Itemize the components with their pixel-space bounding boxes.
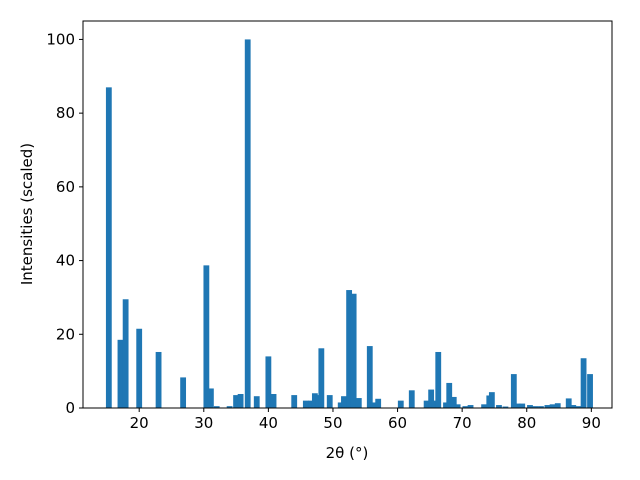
bar (544, 405, 551, 408)
x-tick-label: 20 (130, 414, 149, 432)
bar (450, 396, 457, 408)
bar (122, 299, 129, 408)
bar (311, 393, 318, 408)
x-tick-label: 30 (194, 414, 213, 432)
x-tick-label: 90 (582, 414, 601, 432)
bar (270, 393, 277, 408)
x-tick-label: 70 (453, 414, 472, 432)
bar (366, 346, 373, 408)
y-tick-label: 0 (65, 399, 75, 417)
bar (587, 374, 593, 408)
bar (554, 403, 561, 408)
bar (233, 395, 239, 408)
bar (213, 406, 220, 408)
bar (570, 405, 577, 408)
bar (105, 87, 112, 408)
x-tick-label: 40 (259, 414, 278, 432)
x-tick-label: 80 (517, 414, 536, 432)
bar (481, 404, 488, 408)
bar (355, 398, 362, 408)
bar (532, 406, 539, 408)
bar (370, 402, 376, 408)
bar (226, 406, 233, 408)
y-tick-label: 40 (56, 252, 75, 270)
bar (375, 398, 382, 408)
bar (265, 356, 272, 408)
y-tick-label: 60 (56, 178, 75, 196)
bar (203, 265, 210, 408)
y-tick-label: 100 (46, 30, 75, 48)
bar (302, 400, 309, 408)
bar (397, 400, 404, 408)
bar (346, 290, 353, 408)
bar (580, 358, 587, 408)
bar (253, 396, 260, 408)
bar (527, 405, 533, 408)
bar (549, 404, 556, 408)
bar (291, 395, 298, 408)
bar (443, 402, 449, 408)
bar (428, 389, 435, 408)
bar (318, 348, 325, 408)
bar (467, 405, 474, 408)
bar (502, 406, 509, 408)
y-tick-label: 80 (56, 104, 75, 122)
bar (514, 403, 521, 408)
bar (538, 406, 544, 408)
bar (350, 293, 357, 408)
bar (446, 382, 453, 408)
bar (454, 404, 461, 408)
bar (431, 400, 438, 408)
bar (575, 406, 582, 408)
bar (244, 39, 251, 409)
x-axis-label: 2θ (°) (326, 444, 369, 462)
bar (237, 393, 244, 408)
bar (308, 400, 314, 408)
bar (519, 403, 526, 408)
bar (155, 351, 162, 408)
bar (326, 395, 333, 408)
y-axis-label: Intensities (scaled) (18, 143, 36, 285)
bar (488, 392, 495, 408)
bar (117, 339, 124, 408)
bar (337, 402, 344, 408)
bar (423, 400, 430, 408)
y-tick-label: 20 (56, 325, 75, 343)
bar (462, 406, 469, 408)
x-tick-label: 50 (323, 414, 342, 432)
axes-frame (82, 20, 613, 409)
bar (565, 398, 572, 408)
bar (510, 374, 517, 408)
x-tick-label: 60 (388, 414, 407, 432)
bar (136, 328, 143, 408)
bar (207, 388, 214, 408)
bar (180, 377, 187, 408)
bar (341, 396, 347, 408)
bar (408, 390, 415, 408)
bar (435, 351, 442, 408)
bar (315, 395, 322, 408)
bar (496, 405, 502, 408)
